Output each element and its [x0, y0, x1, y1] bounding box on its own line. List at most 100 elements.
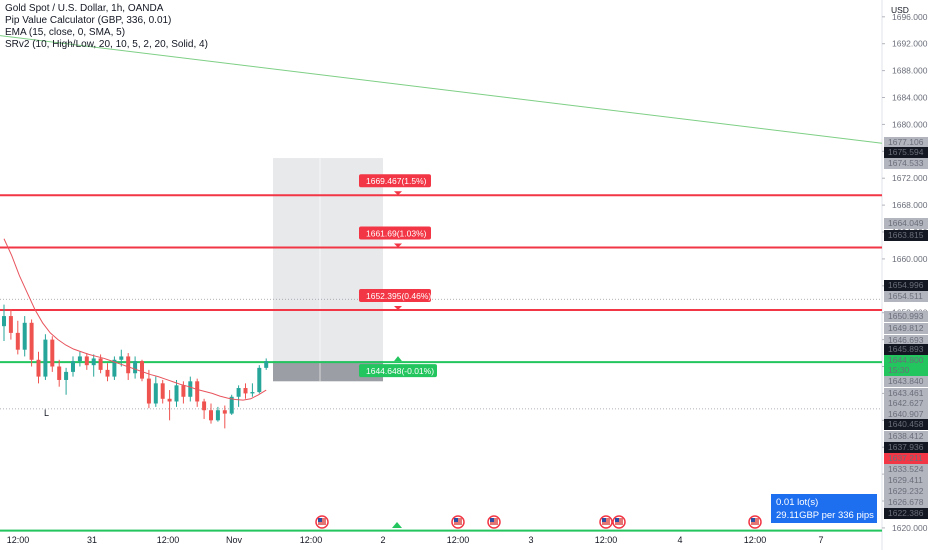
price-axis-label-bg [884, 376, 928, 387]
current-time-marker-icon [392, 522, 402, 528]
candle-body [119, 356, 124, 360]
price-axis-label-bg [884, 355, 928, 366]
resistance-level-label-bg [359, 226, 431, 240]
price-axis-label-bg [884, 409, 928, 420]
price-axis-label: 1640.458 [888, 419, 924, 429]
price-axis-label: 1642.627 [888, 398, 924, 408]
pip-value-box: 0.01 lot(s) 29.11GBP per 336 pips [771, 494, 877, 523]
price-axis-label: 1644.800 [888, 355, 924, 365]
price-axis-label-bg [884, 486, 928, 497]
price-axis-label-bg [884, 419, 928, 430]
x-tick-label: 12:00 [595, 535, 618, 545]
price-axis-label: 1654.996 [888, 280, 924, 290]
level-arrow-icon [394, 191, 402, 196]
candle-body [43, 339, 48, 377]
price-axis-label-bg [884, 291, 928, 302]
candle-body [243, 388, 248, 394]
level-arrow-icon [394, 243, 402, 248]
price-axis-label: 1646.693 [888, 335, 924, 345]
price-axis-label-bg [884, 508, 928, 519]
price-axis-label-bg [884, 218, 928, 229]
candle-body [133, 361, 138, 374]
price-axis-label-bg [884, 497, 928, 508]
candle-body [64, 371, 69, 380]
price-axis-label: 1675.594 [888, 147, 924, 157]
us-event-flag-canton [318, 518, 322, 522]
price-axis-label-bg [884, 365, 928, 376]
candle-body [57, 366, 62, 380]
us-event-flag-canton [602, 518, 606, 522]
price-axis-label: 1664.049 [888, 218, 924, 228]
indicator-ema[interactable]: EMA (15, close, 0, SMA, 5) [5, 27, 126, 38]
y-tick-label: 1620.000 [892, 523, 928, 533]
indicator-srv2[interactable]: SRv2 (10, High/Low, 20, 10, 5, 2, 20, So… [5, 39, 208, 50]
price-axis-label: 1649.812 [888, 323, 924, 333]
x-tick-label: Nov [226, 535, 243, 545]
price-axis-label: 1640.907 [888, 409, 924, 419]
price-axis-label-bg [884, 158, 928, 169]
price-axis-label-bg [884, 442, 928, 453]
price-axis-label-bg [884, 335, 928, 346]
price-axis-label: 1629.411 [888, 475, 923, 485]
candle-body [98, 358, 103, 370]
candle-body [2, 316, 6, 327]
price-axis-label-bg [884, 388, 928, 399]
x-tick-label: 3 [528, 535, 533, 545]
candle-body [229, 396, 234, 414]
indicator-pip-calculator[interactable]: Pip Value Calculator (GBP, 336, 0.01) [5, 15, 172, 26]
pip-value-text: 29.11GBP per 336 pips [776, 510, 874, 521]
resistance-level-label-bg [359, 174, 431, 188]
resistance-level-label: 1661.69(1.03%) [366, 229, 427, 239]
price-axis-label: 1643.461 [888, 388, 924, 398]
candle-body [50, 339, 55, 367]
price-axis-label-bg [884, 137, 928, 148]
candle-body [257, 367, 262, 393]
price-axis-label: 1645.893 [888, 344, 924, 354]
position-stop-zone [273, 361, 383, 382]
candle-body [36, 359, 41, 377]
price-axis-label: 1626.678 [888, 497, 924, 507]
x-tick-label: 12:00 [300, 535, 323, 545]
candle-body [236, 388, 241, 397]
candle-body [71, 361, 75, 372]
y-tick-label: 1696.000 [892, 12, 928, 22]
ema-line [3, 238, 267, 401]
price-axis-label: 1638.412 [888, 431, 924, 441]
price-axis-label: 1622.386 [888, 508, 924, 518]
x-tick-label: 7 [818, 535, 823, 545]
candle-body [264, 361, 269, 368]
us-event-flag-canton [615, 518, 619, 522]
candle-body [15, 332, 20, 350]
us-event-flag-canton [454, 518, 458, 522]
y-tick-label: 1684.000 [892, 93, 928, 103]
x-tick-label: 4 [677, 535, 682, 545]
candle-body [195, 381, 200, 402]
support-level-label-bg [359, 364, 437, 378]
price-axis-label: 1643.840 [888, 376, 924, 386]
price-axis-label-bg [884, 344, 928, 355]
y-tick-label: 1688.000 [892, 66, 928, 76]
candle-body [105, 369, 110, 377]
price-axis-label-bg [884, 323, 928, 334]
price-axis-label-bg [884, 453, 928, 464]
level-arrow-icon [394, 306, 402, 311]
candle-body [84, 356, 89, 366]
price-axis-label-bg [884, 230, 928, 241]
candle-body [77, 356, 82, 362]
currency-label: USD [891, 5, 909, 15]
symbol-title[interactable]: Gold Spot / U.S. Dollar, 1h, OANDA [5, 3, 164, 14]
candle-body [167, 398, 172, 402]
y-tick-label: 1668.000 [892, 200, 928, 210]
price-axis-label: 1654.511 [888, 291, 923, 301]
candle-body [140, 361, 144, 379]
y-tick-label: 1680.000 [892, 119, 928, 129]
candle-body [29, 322, 34, 360]
y-tick-label: 1672.000 [892, 173, 928, 183]
price-axis-label: 1650.993 [888, 311, 924, 321]
price-axis-label: 1663.815 [888, 230, 924, 240]
resistance-level-label-bg [359, 289, 431, 303]
trend-line [0, 35, 883, 144]
price-axis-label: 1629.232 [888, 486, 924, 496]
price-axis-label: 15:30 [888, 365, 910, 375]
